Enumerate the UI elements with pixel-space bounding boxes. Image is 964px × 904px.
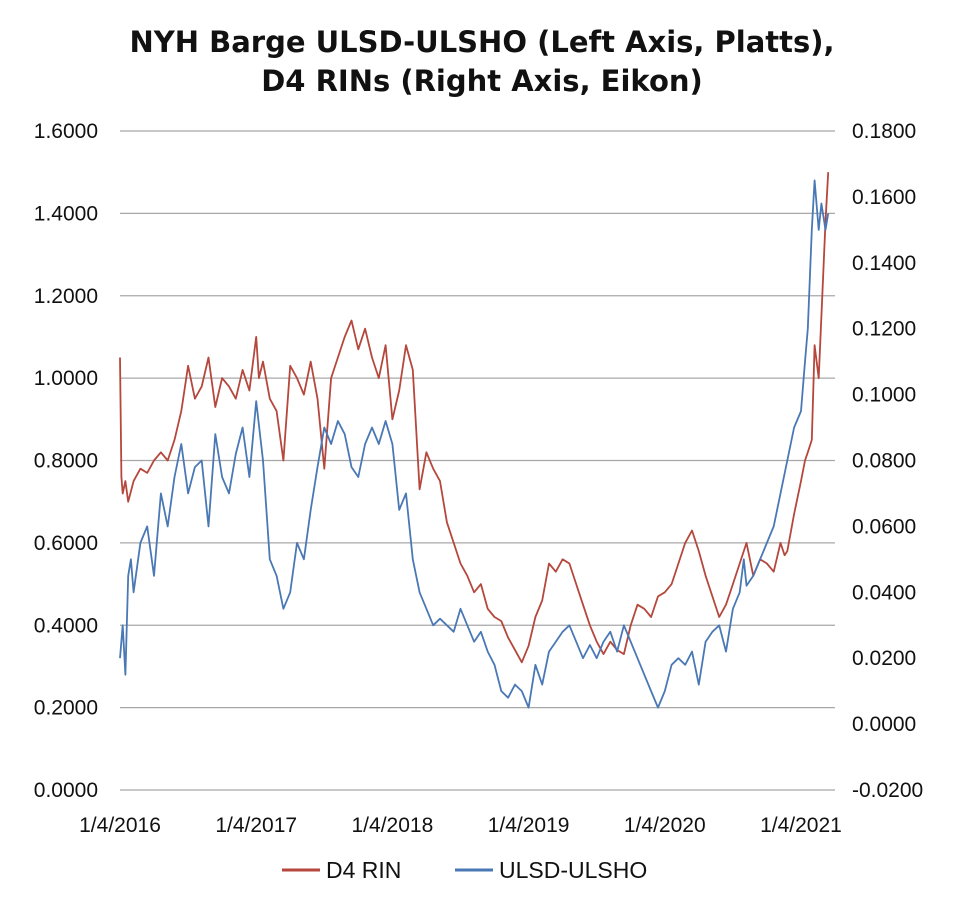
left-axis: 0.0000 0.2000 0.4000 0.6000 0.8000 1.0000 1.20… (34, 120, 98, 802)
right-tick-label: 0.0600 (852, 515, 916, 538)
left-tick-label: 0.4000 (34, 614, 98, 637)
right-tick-label: 0.1200 (852, 318, 916, 341)
x-tick-label: 1/4/2020 (624, 814, 706, 837)
right-axis: -0.0200 0.0000 0.0200 0.0400 0.0600 0.0800 0.1… (852, 120, 923, 802)
left-tick-label: 1.0000 (34, 367, 98, 390)
right-tick-label: 0.0000 (852, 713, 916, 736)
right-tick-label: 0.1000 (852, 384, 916, 407)
left-tick-label: 0.8000 (34, 450, 98, 473)
x-tick-label: 1/4/2018 (352, 814, 434, 837)
x-tick-label: 1/4/2021 (760, 814, 842, 837)
series-layer (119, 172, 830, 709)
series-line-d4-rin (119, 172, 830, 664)
right-tick-label: -0.0200 (852, 779, 923, 802)
right-tick-label: 0.1800 (852, 120, 916, 143)
left-tick-label: 0.6000 (34, 532, 98, 555)
gridlines (120, 130, 835, 791)
right-tick-label: 0.0800 (852, 450, 916, 473)
x-tick-label: 1/4/2017 (215, 814, 297, 837)
right-tick-label: 0.1600 (852, 186, 916, 209)
left-tick-label: 1.6000 (34, 120, 98, 143)
left-tick-label: 1.4000 (34, 202, 98, 225)
x-axis: 1/4/2016 1/4/2017 1/4/2018 1/4/2019 1/4/2020… (79, 814, 842, 837)
x-tick-label: 1/4/2019 (488, 814, 570, 837)
left-tick-label: 1.2000 (34, 285, 98, 308)
left-tick-label: 0.2000 (34, 697, 98, 720)
legend-label-d4-rin: D4 RIN (326, 857, 401, 883)
series-line-ulsd-ulsho (119, 179, 830, 709)
right-tick-label: 0.1400 (852, 252, 916, 275)
legend: D4 RIN ULSD-ULSHO (282, 857, 647, 883)
right-tick-label: 0.0200 (852, 647, 916, 670)
left-tick-label: 0.0000 (34, 779, 98, 802)
chart-title-line-1: NYH Barge ULSD-ULSHO (Left Axis, Platts)… (129, 25, 834, 59)
x-tick-label: 1/4/2016 (79, 814, 161, 837)
legend-label-ulsd-ulsho: ULSD-ULSHO (499, 857, 647, 883)
right-tick-label: 0.0400 (852, 581, 916, 604)
chart-title-line-2: D4 RINs (Right Axis, Eikon) (261, 64, 703, 98)
